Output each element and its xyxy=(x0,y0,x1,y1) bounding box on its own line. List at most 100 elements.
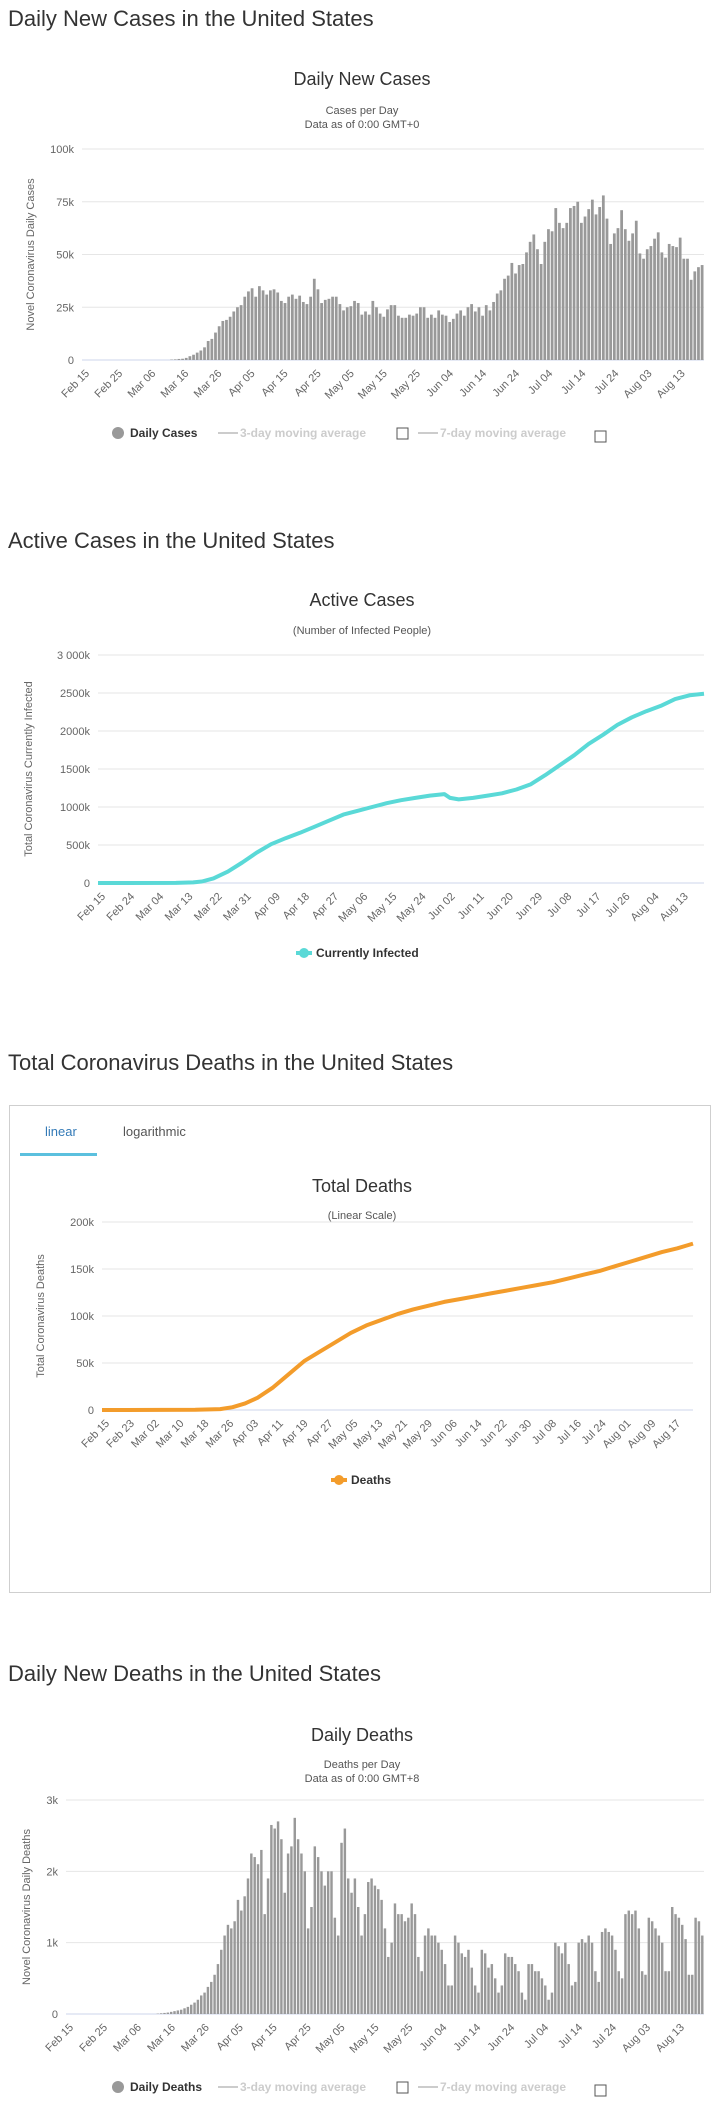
bar xyxy=(279,300,283,360)
x-tick-label: May 05 xyxy=(314,2022,348,2056)
bar xyxy=(640,1971,644,2014)
y-tick-label: 100k xyxy=(70,1311,94,1323)
y-tick-label: 50k xyxy=(76,1358,94,1370)
bar xyxy=(186,2006,190,2014)
active-cases-section-title: Active Cases in the United States xyxy=(8,528,335,553)
bar xyxy=(305,304,309,360)
bar xyxy=(343,1828,347,2014)
bar xyxy=(265,294,269,360)
x-tick-label: Apr 15 xyxy=(248,2022,279,2053)
bar xyxy=(617,1971,620,2014)
bar xyxy=(181,358,184,360)
legend-marker xyxy=(334,1475,344,1485)
y-tick-label: 2000k xyxy=(60,726,90,738)
bar xyxy=(177,358,181,360)
bar xyxy=(506,275,510,360)
legend-checkbox[interactable] xyxy=(396,2081,409,2094)
bar xyxy=(616,228,620,360)
x-tick-label: Jul 16 xyxy=(555,1418,584,1447)
bar xyxy=(701,1935,704,2014)
chart-title: Total Deaths xyxy=(312,1176,412,1196)
bar xyxy=(331,296,334,360)
bar xyxy=(364,311,367,360)
bar xyxy=(493,1978,497,2014)
bar xyxy=(210,338,214,360)
bar xyxy=(228,316,232,360)
bar xyxy=(481,315,484,360)
legend-checkbox[interactable] xyxy=(594,2084,607,2097)
bar xyxy=(495,293,499,360)
y-tick-label: 200k xyxy=(70,1217,94,1229)
bar xyxy=(270,1824,273,2014)
y-tick-label: 50k xyxy=(56,250,74,262)
bar xyxy=(440,1949,443,2014)
legend-label[interactable]: Currently Infected xyxy=(316,946,419,960)
bar xyxy=(674,1914,677,2014)
legend-label[interactable]: 3-day moving average xyxy=(240,426,366,440)
bar xyxy=(520,1992,524,2014)
bar xyxy=(473,1985,477,2014)
bar xyxy=(653,238,656,360)
y-tick-label: 25k xyxy=(56,302,74,314)
legend-checkbox[interactable] xyxy=(594,430,607,443)
bar xyxy=(276,1821,280,2014)
x-tick-label: Jul 04 xyxy=(522,2022,551,2051)
chart-title: Active Cases xyxy=(309,590,414,610)
legend-checkbox[interactable] xyxy=(396,427,409,440)
y-tick-label: 0 xyxy=(52,2009,58,2021)
bar xyxy=(415,313,419,360)
bar xyxy=(697,267,700,360)
bar xyxy=(433,1935,437,2014)
bar xyxy=(333,1917,337,2014)
y-axis-label: Total Coronavirus Currently Infected xyxy=(23,681,35,856)
bar xyxy=(290,1846,293,2014)
bar xyxy=(397,315,400,360)
bar xyxy=(243,1896,246,2014)
bar xyxy=(340,1842,343,2014)
x-tick-label: Apr 19 xyxy=(279,1418,310,1449)
x-tick-label: Jun 04 xyxy=(418,2022,450,2054)
bar xyxy=(256,1864,260,2014)
bar xyxy=(342,310,345,360)
x-tick-label: Feb 25 xyxy=(77,2022,110,2055)
bar xyxy=(686,258,689,360)
x-tick-label: Jun 24 xyxy=(485,2022,517,2054)
tab-linear[interactable]: linear xyxy=(45,1124,77,1139)
legend-label[interactable]: 3-day moving average xyxy=(240,2080,366,2094)
bar xyxy=(654,1928,657,2014)
total-deaths-panel: linear logarithmic Total Deaths (Linear S… xyxy=(9,1105,711,1593)
bar xyxy=(524,1999,527,2014)
bar xyxy=(440,314,444,360)
x-tick-label: Apr 09 xyxy=(252,891,283,922)
x-tick-label: Mar 26 xyxy=(204,1418,237,1451)
bar xyxy=(671,246,675,360)
x-tick-label: Apr 15 xyxy=(259,368,290,399)
bar xyxy=(236,1899,240,2014)
bar xyxy=(327,298,331,360)
x-tick-label: Jun 14 xyxy=(453,1418,485,1450)
bar xyxy=(684,1939,687,2014)
bar xyxy=(623,229,627,360)
bar xyxy=(386,309,389,360)
bar xyxy=(534,1971,537,2014)
x-tick-label: May 15 xyxy=(365,891,399,925)
legend-label[interactable]: 7-day moving average xyxy=(440,426,566,440)
bar xyxy=(283,1892,286,2014)
bar xyxy=(276,292,280,360)
x-tick-label: Mar 04 xyxy=(134,891,167,924)
bar xyxy=(443,1964,447,2014)
x-tick-label: Jul 08 xyxy=(530,1418,559,1447)
bar xyxy=(609,243,613,360)
x-tick-label: Mar 31 xyxy=(221,891,254,924)
bar xyxy=(239,305,243,360)
bar xyxy=(517,265,521,360)
y-tick-label: 2k xyxy=(46,1866,58,1878)
bar xyxy=(580,222,583,360)
bar xyxy=(345,307,349,360)
bar xyxy=(484,305,488,360)
legend-label[interactable]: Deaths xyxy=(351,1473,391,1487)
bar xyxy=(411,315,415,360)
bar xyxy=(477,307,481,360)
tab-logarithmic[interactable]: logarithmic xyxy=(123,1124,186,1139)
legend-label[interactable]: 7-day moving average xyxy=(440,2080,566,2094)
